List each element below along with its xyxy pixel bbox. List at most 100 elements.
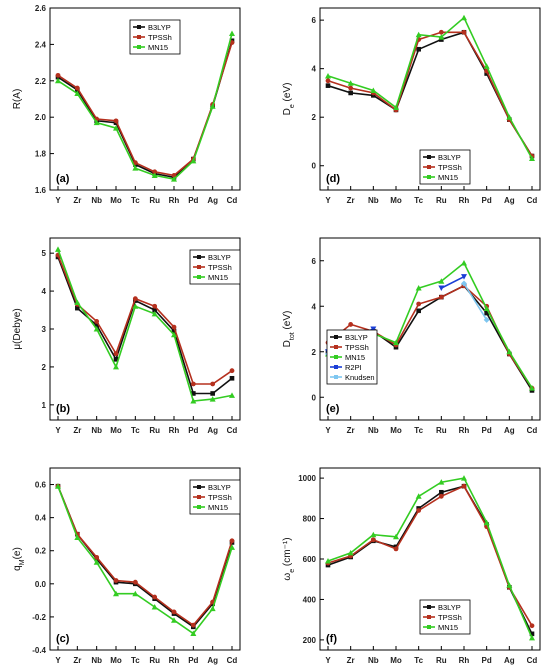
x-tick-label: Tc	[414, 656, 423, 665]
data-point	[55, 72, 61, 78]
series-line	[57, 254, 233, 385]
y-tick-label: 2.2	[35, 77, 47, 86]
x-tick-label: Mo	[390, 196, 402, 205]
data-point	[484, 71, 489, 76]
x-tick-label: Cd	[227, 426, 238, 435]
x-tick-label: Y	[325, 196, 331, 205]
x-tick-label: Mo	[110, 656, 122, 665]
x-tick-label: Tc	[414, 196, 423, 205]
data-point	[55, 246, 61, 252]
data-point	[461, 260, 467, 266]
y-tick-label: 2.4	[35, 40, 47, 49]
data-point	[229, 30, 235, 36]
x-tick-label: Ru	[149, 426, 160, 435]
data-point	[461, 14, 467, 21]
legend-marker	[427, 155, 431, 159]
data-point	[209, 103, 216, 109]
series-tpssh	[55, 252, 235, 387]
x-tick-label: Ag	[207, 426, 218, 435]
data-point	[190, 398, 197, 404]
data-point	[55, 483, 61, 489]
x-tick-label: Cd	[527, 196, 538, 205]
y-axis-label: R(A)	[12, 89, 23, 110]
y-tick-label: 5	[42, 249, 47, 258]
panel-e: 0 2 4 6 Y Zr Nb Mo Tc Ru Rh Pd Ag Cd Dtot (eV) (e) B3LYP…	[282, 237, 541, 435]
y-tick-label: 2.0	[35, 113, 47, 122]
data-point	[348, 90, 353, 96]
series-tpssh	[55, 40, 235, 178]
y-tick-label: 400	[303, 595, 317, 604]
data-point	[132, 590, 139, 597]
data-point	[152, 307, 157, 313]
data-point	[132, 165, 139, 171]
legend-marker	[137, 45, 141, 49]
series-line	[327, 31, 533, 157]
y-tick-label: -0.4	[32, 646, 46, 655]
legend-label: Knudsen	[345, 373, 375, 382]
x-tick-label: Nb	[368, 426, 379, 435]
data-point	[93, 119, 100, 126]
legend-label: B3LYP	[208, 483, 231, 492]
data-point	[152, 303, 158, 309]
series-line	[57, 40, 233, 179]
data-point	[132, 160, 138, 166]
series-b3lyp	[325, 29, 535, 159]
panel-label: (f)	[326, 633, 337, 645]
x-tick-label: Y	[325, 656, 331, 665]
x-tick-label: Zr	[347, 426, 355, 435]
data-point	[171, 328, 177, 334]
data-point	[210, 381, 216, 387]
legend-label: TPSSh	[148, 33, 172, 42]
x-tick-label: Mo	[390, 656, 402, 665]
y-tick-label: 200	[303, 636, 317, 645]
data-point	[529, 631, 535, 637]
data-point	[529, 634, 535, 641]
x-tick-label: Rh	[459, 196, 470, 205]
series-mn15	[55, 483, 235, 636]
x-tick-label: Nb	[91, 656, 102, 665]
data-point	[93, 326, 100, 332]
data-point	[325, 558, 331, 564]
series-line	[57, 42, 233, 177]
series-mn15	[325, 14, 535, 161]
series-line	[440, 275, 465, 289]
x-tick-label: Ru	[149, 656, 160, 665]
data-point	[190, 622, 196, 628]
data-point	[132, 296, 138, 302]
legend-marker	[334, 355, 338, 359]
data-point	[506, 114, 513, 120]
data-point	[94, 554, 100, 560]
x-tick-label: Rh	[459, 426, 470, 435]
data-point	[113, 118, 119, 124]
y-axis-label: μ(Debye)	[12, 308, 23, 349]
x-tick-label: Mo	[390, 426, 402, 435]
x-tick-label: Cd	[227, 656, 238, 665]
x-tick-label: Nb	[368, 196, 379, 205]
plot-frame	[49, 467, 241, 651]
series-line	[463, 283, 488, 321]
data-point	[191, 391, 196, 396]
x-tick-label: Ru	[436, 656, 447, 665]
series-mn15	[55, 30, 235, 182]
data-point	[529, 623, 535, 629]
data-point	[483, 63, 490, 69]
legend-marker	[197, 505, 201, 509]
x-tick-label: Y	[55, 426, 61, 435]
data-point	[506, 348, 513, 355]
x-tick-label: Pd	[188, 426, 198, 435]
y-tick-label: 1000	[298, 474, 316, 483]
y-tick-label: 2	[312, 348, 317, 357]
legend-label: MN15	[345, 353, 365, 362]
data-point	[325, 72, 331, 79]
data-point	[190, 157, 197, 164]
data-point	[416, 46, 421, 52]
panel-label: (e)	[326, 403, 340, 415]
data-point	[529, 385, 535, 391]
y-tick-label: 800	[303, 515, 317, 524]
data-point	[171, 331, 177, 338]
data-point	[74, 534, 81, 540]
y-tick-label: 2	[312, 113, 317, 122]
y-tick-label: 1.6	[35, 186, 47, 195]
y-tick-label: 4	[42, 287, 47, 296]
